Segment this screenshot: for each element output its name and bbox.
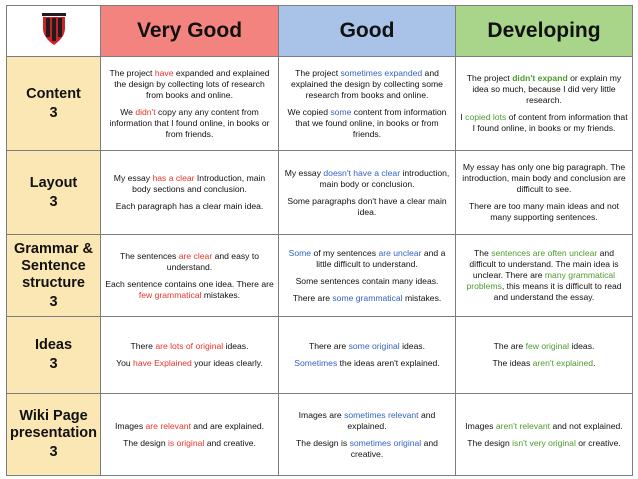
descriptor-paragraph: My essay has a clear Introduction, main …: [113, 173, 266, 194]
descriptor-paragraph: The are few original ideas.: [493, 341, 595, 351]
criterion-row: Wiki Page presentation 3 Images are rele…: [6, 393, 633, 476]
criterion-score: 3: [49, 104, 58, 121]
criterion-cell: Ideas 3: [6, 316, 101, 394]
descriptor-paragraph: The project didn't expand or explain my …: [466, 73, 622, 105]
descriptor-paragraph: The ideas aren't explained.: [492, 358, 596, 368]
highlighted-phrase: many grammatical problems: [466, 270, 616, 291]
descriptor-paragraph: Each paragraph has a clear main idea.: [115, 201, 264, 211]
highlighted-phrase: are clear: [178, 250, 213, 261]
descriptor-paragraph: My essay doesn't have a clear introducti…: [284, 167, 450, 189]
school-crest-icon: [41, 12, 66, 45]
highlighted-phrase: are relevant: [145, 420, 191, 431]
descriptor-paragraph: Images are sometimes relevant and explai…: [298, 409, 436, 431]
descriptor-paragraph: The design isn't very original or creati…: [467, 437, 621, 448]
descriptor-good: My essay doesn't have a clear introducti…: [278, 150, 456, 235]
criterion-row: Content 3 The project have expanded and …: [6, 56, 633, 151]
highlighted-phrase: some grammatical: [332, 292, 403, 303]
descriptor-developing: The project didn't expand or explain my …: [455, 56, 633, 151]
highlighted-phrase: has a clear: [152, 173, 195, 183]
highlighted-phrase: Some: [288, 247, 312, 258]
descriptor-paragraph: The project sometimes expanded and expla…: [291, 67, 443, 100]
criterion-cell: Content 3: [6, 56, 101, 151]
descriptor-paragraph: There are too many main ideas and not ma…: [468, 201, 619, 222]
highlighted-phrase: sometimes relevant: [344, 409, 419, 420]
descriptor-developing: Images aren't relevant and not explained…: [455, 393, 633, 476]
highlighted-phrase: doesn't have a clear: [323, 167, 401, 178]
header-row: Very Good Good Developing: [6, 5, 633, 57]
descriptor-paragraph: Sometimes the ideas aren't explained.: [294, 358, 440, 368]
highlighted-phrase: have Explained: [133, 358, 192, 368]
descriptor-paragraph: I copied lots of content from informatio…: [460, 112, 628, 133]
descriptor-paragraph: The design is sometimes original and cre…: [296, 437, 438, 459]
criterion-name: Content: [26, 85, 81, 102]
highlighted-phrase: copied lots: [465, 112, 507, 122]
descriptor-paragraph: The sentences are clear and easy to unde…: [119, 250, 260, 272]
descriptor-developing: My essay has only one big paragraph. The…: [455, 150, 633, 235]
descriptor-developing: The are few original ideas. The ideas are…: [455, 316, 633, 394]
highlighted-phrase: are lots of original: [155, 341, 224, 351]
descriptor-paragraph: You have Explained your ideas clearly.: [116, 358, 263, 368]
descriptor-paragraph: The design is original and creative.: [123, 437, 256, 448]
header-developing: Developing: [455, 5, 633, 57]
rubric-table: Very Good Good Developing Content 3 The …: [6, 5, 633, 476]
criterion-cell: Grammar & Sentence structure 3: [6, 234, 101, 317]
descriptor-developing: The sentences are often unclear and diff…: [455, 234, 633, 317]
highlighted-phrase: didn't: [135, 106, 156, 117]
highlighted-phrase: some: [330, 106, 352, 117]
descriptor-very-good: The project have expanded and explained …: [100, 56, 279, 151]
criterion-row: Ideas 3 There are lots of original ideas…: [6, 316, 633, 394]
criterion-row: Layout 3 My essay has a clear Introducti…: [6, 150, 633, 235]
descriptor-very-good: My essay has a clear Introduction, main …: [100, 150, 279, 235]
descriptor-paragraph: There are lots of original ideas.: [130, 341, 249, 351]
criterion-score: 3: [49, 193, 58, 210]
highlighted-phrase: sometimes expanded: [340, 67, 423, 78]
descriptor-paragraph: Some paragraphs don't have a clear main …: [287, 195, 447, 217]
highlighted-phrase: few original: [525, 341, 570, 351]
descriptor-very-good: There are lots of original ideas. You hav…: [100, 316, 279, 394]
descriptor-paragraph: There are some grammatical mistakes.: [292, 292, 442, 303]
highlighted-phrase: is original: [168, 437, 205, 448]
highlighted-phrase: have: [154, 67, 174, 78]
criterion-cell: Layout 3: [6, 150, 101, 235]
criterion-name: Wiki Page presentation: [9, 408, 97, 441]
descriptor-paragraph: Images aren't relevant and not explained…: [465, 420, 623, 431]
descriptor-paragraph: My essay has only one big paragraph. The…: [462, 162, 626, 194]
descriptor-very-good: The sentences are clear and easy to unde…: [100, 234, 279, 317]
descriptor-paragraph: Some sentences contain many ideas.: [295, 275, 439, 286]
descriptor-good: Some of my sentences are unclear and a l…: [278, 234, 456, 317]
criterion-name: Grammar & Sentence structure: [14, 240, 93, 291]
descriptor-paragraph: There are some original ideas.: [308, 341, 426, 351]
descriptor-good: There are some original ideas. Sometimes …: [278, 316, 456, 394]
descriptor-paragraph: We didn't copy any any content from info…: [109, 106, 270, 139]
criterion-cell: Wiki Page presentation 3: [6, 393, 101, 476]
descriptor-paragraph: Some of my sentences are unclear and a l…: [288, 247, 446, 269]
criterion-score: 3: [49, 444, 58, 460]
criterion-score: 3: [49, 293, 58, 310]
criterion-score: 3: [49, 356, 58, 372]
highlighted-phrase: Sometimes: [294, 358, 338, 368]
descriptor-paragraph: Images are relevant and are explained.: [114, 420, 265, 431]
criterion-name: Ideas: [34, 337, 73, 353]
descriptor-good: Images are sometimes relevant and explai…: [278, 393, 456, 476]
descriptor-paragraph: We copied some content from information …: [287, 106, 447, 139]
descriptor-paragraph: Each sentence contains one idea. There a…: [105, 278, 274, 300]
highlighted-phrase: sentences are often unclear: [491, 248, 598, 258]
highlighted-phrase: isn't very original: [512, 437, 576, 448]
descriptor-good: The project sometimes expanded and expla…: [278, 56, 456, 151]
criterion-row: Grammar & Sentence structure 3 The sente…: [6, 234, 633, 317]
highlighted-phrase: sometimes original: [349, 437, 422, 448]
highlighted-phrase: didn't expand: [512, 73, 568, 83]
criterion-name: Layout: [29, 174, 78, 191]
highlighted-phrase: aren't relevant: [495, 420, 551, 431]
descriptor-very-good: Images are relevant and are explained. Th…: [100, 393, 279, 476]
logo-cell: [6, 5, 101, 57]
highlighted-phrase: are unclear: [378, 247, 422, 258]
header-good: Good: [278, 5, 456, 57]
highlighted-phrase: few grammatical: [138, 289, 202, 300]
highlighted-phrase: some original: [348, 341, 400, 351]
highlighted-phrase: aren't explained: [532, 358, 594, 368]
descriptor-paragraph: The project have expanded and explained …: [109, 67, 270, 100]
header-very-good: Very Good: [100, 5, 279, 57]
descriptor-paragraph: The sentences are often unclear and diff…: [466, 248, 622, 302]
